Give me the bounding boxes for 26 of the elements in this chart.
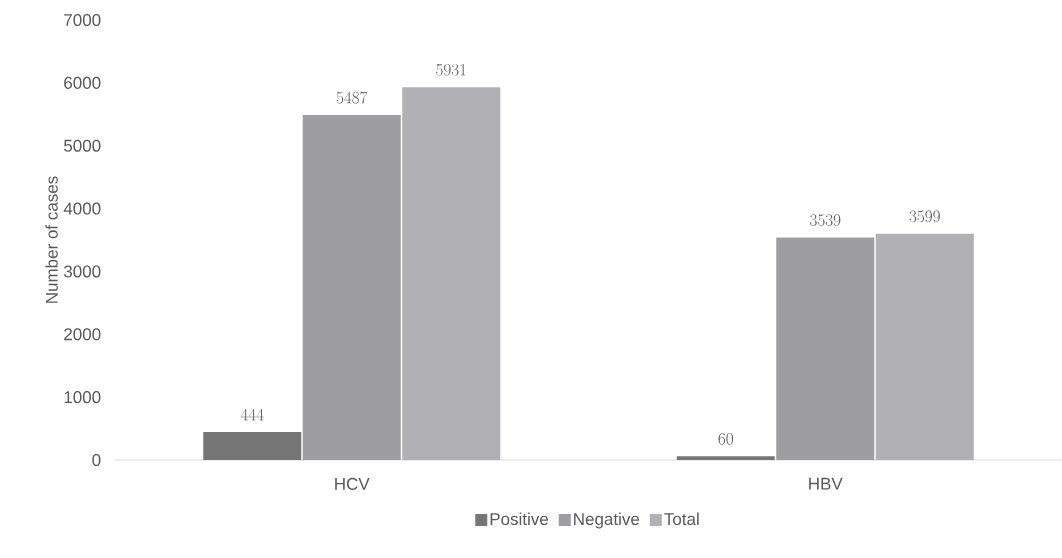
bar xyxy=(203,432,302,460)
y-tick-label: 1000 xyxy=(64,391,101,404)
y-axis-title: Number of cases xyxy=(45,176,58,303)
y-tick-label: 5000 xyxy=(64,139,101,152)
x-tick-label: HCV xyxy=(335,477,370,490)
y-tick-label: 0 xyxy=(92,453,101,467)
y-tick-label: 7000 xyxy=(64,13,101,27)
data-label: 3599 xyxy=(909,210,940,223)
bar xyxy=(402,87,501,460)
x-tick-label: HBV xyxy=(809,477,843,490)
data-label: 5931 xyxy=(436,63,466,76)
bar xyxy=(875,233,974,460)
data-label: 3539 xyxy=(810,214,841,226)
legend-label: Total xyxy=(664,512,699,526)
bar xyxy=(776,237,875,460)
bar xyxy=(676,456,775,460)
y-tick-label: 2000 xyxy=(64,328,101,341)
data-label: 5487 xyxy=(336,91,368,104)
bar xyxy=(302,115,401,460)
y-tick-label: 4000 xyxy=(63,202,101,215)
data-label: 444 xyxy=(240,408,264,421)
data-label: 60 xyxy=(718,432,733,445)
legend-label: Positive xyxy=(490,512,549,526)
legend-label: Negative xyxy=(574,512,640,529)
y-tick-label: 3000 xyxy=(63,265,101,278)
y-tick-label: 6000 xyxy=(64,76,101,89)
